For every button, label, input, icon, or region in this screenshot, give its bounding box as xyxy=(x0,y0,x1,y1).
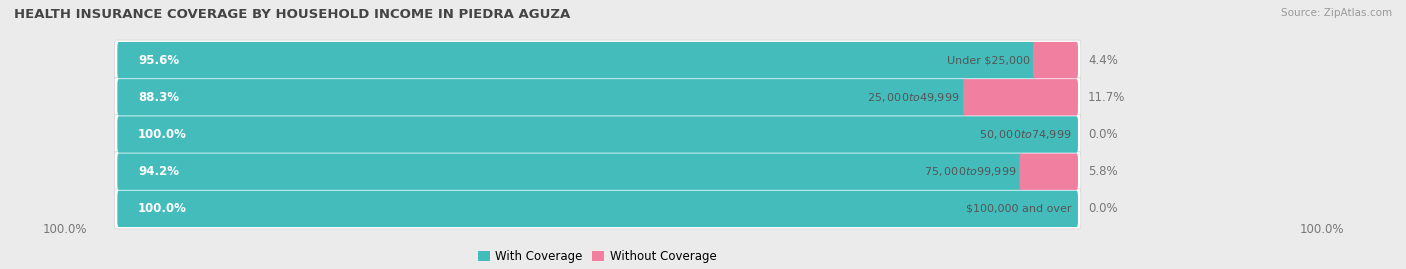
Text: Under $25,000: Under $25,000 xyxy=(946,55,1029,65)
FancyBboxPatch shape xyxy=(117,191,1078,227)
Text: 4.4%: 4.4% xyxy=(1088,54,1118,67)
FancyBboxPatch shape xyxy=(114,114,1081,155)
Text: 0.0%: 0.0% xyxy=(1088,128,1118,141)
FancyBboxPatch shape xyxy=(117,153,1022,190)
Text: 94.2%: 94.2% xyxy=(138,165,179,178)
FancyBboxPatch shape xyxy=(117,116,1078,153)
FancyBboxPatch shape xyxy=(1033,42,1078,78)
Text: $25,000 to $49,999: $25,000 to $49,999 xyxy=(868,91,960,104)
Text: HEALTH INSURANCE COVERAGE BY HOUSEHOLD INCOME IN PIEDRA AGUZA: HEALTH INSURANCE COVERAGE BY HOUSEHOLD I… xyxy=(14,8,571,21)
Text: 5.8%: 5.8% xyxy=(1088,165,1118,178)
Text: $75,000 to $99,999: $75,000 to $99,999 xyxy=(924,165,1017,178)
Text: 100.0%: 100.0% xyxy=(42,223,87,236)
Text: 95.6%: 95.6% xyxy=(138,54,179,67)
FancyBboxPatch shape xyxy=(114,189,1081,229)
FancyBboxPatch shape xyxy=(114,40,1081,80)
Text: 100.0%: 100.0% xyxy=(138,202,187,215)
Text: Source: ZipAtlas.com: Source: ZipAtlas.com xyxy=(1281,8,1392,18)
Text: 0.0%: 0.0% xyxy=(1088,202,1118,215)
FancyBboxPatch shape xyxy=(963,79,1078,116)
Text: 88.3%: 88.3% xyxy=(138,91,179,104)
Text: $50,000 to $74,999: $50,000 to $74,999 xyxy=(979,128,1071,141)
Text: $100,000 and over: $100,000 and over xyxy=(966,204,1071,214)
FancyBboxPatch shape xyxy=(117,42,1036,78)
FancyBboxPatch shape xyxy=(114,152,1081,192)
Text: 100.0%: 100.0% xyxy=(1301,223,1344,236)
Text: 100.0%: 100.0% xyxy=(138,128,187,141)
Text: 11.7%: 11.7% xyxy=(1088,91,1125,104)
FancyBboxPatch shape xyxy=(1019,153,1078,190)
FancyBboxPatch shape xyxy=(114,77,1081,117)
Legend: With Coverage, Without Coverage: With Coverage, Without Coverage xyxy=(472,245,721,268)
FancyBboxPatch shape xyxy=(117,79,966,116)
